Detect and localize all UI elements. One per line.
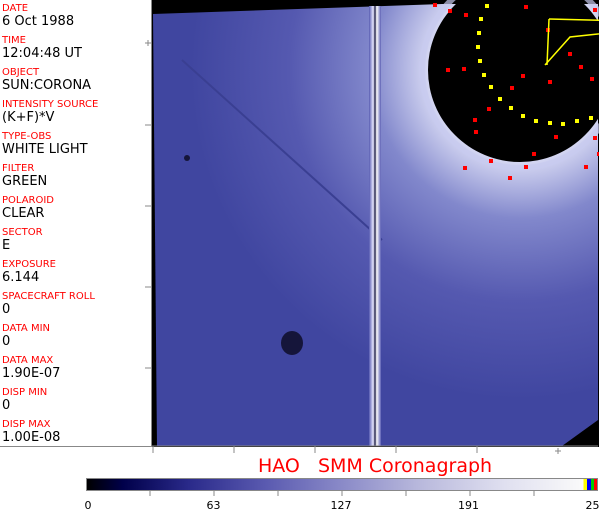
header-info-panel: DATE 6 Oct 1988 TIME 12:04:48 UT OBJECT SUN:C… [0,0,152,447]
field-object: OBJECT SUN:CORONA [2,67,91,94]
field-label: DATA MIN [2,323,50,334]
red-marker [521,74,525,78]
red-marker [474,130,478,134]
red-marker [508,176,512,180]
field-value: 0 [2,302,11,317]
field-label: DATE [2,3,29,14]
field-spacecraft-roll: SPACECRAFT ROLL 0 [2,291,95,318]
field-date: DATE 6 Oct 1988 [2,3,74,30]
field-label: DATA MAX [2,355,54,366]
red-marker [462,67,466,71]
field-intensity-source: INTENSITY SOURCE (K+F)*V [2,99,98,126]
field-value: 12:04:48 UT [2,46,82,61]
red-marker [433,3,437,7]
red-marker [568,52,572,56]
field-type-obs: TYPE-OBS WHITE LIGHT [2,131,88,158]
red-marker [584,165,588,169]
red-marker [473,118,477,122]
field-data-min: DATA MIN 0 [2,323,50,350]
red-marker [593,136,597,140]
field-value: WHITE LIGHT [2,142,88,157]
diagonal-streak [181,59,383,241]
yellow-marker [477,31,481,35]
yellow-marker [479,17,483,21]
red-marker [554,135,558,139]
field-label: INTENSITY SOURCE [2,99,99,110]
field-label: POLAROID [2,195,55,206]
red-marker [524,165,528,169]
colorbar-tick-label: 63 [206,499,221,512]
field-value: 1.90E-07 [2,366,61,381]
field-value: GREEN [2,174,48,189]
overlay-markers [433,3,599,180]
red-marker [463,166,467,170]
red-marker [597,152,599,156]
field-value: 0 [2,398,11,413]
yellow-marker [476,45,480,49]
yellow-marker [485,4,489,8]
yellow-marker [521,114,525,118]
red-marker [524,5,528,9]
field-label: OBJECT [2,67,40,78]
field-value: 0 [2,334,11,349]
red-marker [489,159,493,163]
field-filter: FILTER GREEN [2,163,47,190]
red-marker [448,9,452,13]
yellow-marker [575,119,579,123]
field-value: (K+F)*V [2,110,55,125]
field-disp-min: DISP MIN 0 [2,387,47,414]
field-polaroid: POLAROID CLEAR [2,195,54,222]
red-marker [590,77,594,81]
field-label: FILTER [2,163,35,174]
field-label: EXPOSURE [2,259,57,270]
red-marker [593,8,597,12]
field-time: TIME 12:04:48 UT [2,35,82,62]
yellow-marker [534,119,538,123]
field-label: TIME [2,35,27,46]
field-label: DISP MIN [2,387,48,398]
field-data-max: DATA MAX 1.90E-07 [2,355,60,382]
field-value: 6.144 [2,270,40,285]
dark-spot [281,331,303,355]
field-value: E [2,238,11,253]
field-exposure: EXPOSURE 6.144 [2,259,56,286]
field-value: 6 Oct 1988 [2,14,75,29]
colorbar-tick-label: 191 [458,499,479,512]
yellow-marker [509,106,513,110]
yellow-marker [589,116,593,120]
field-label: SECTOR [2,227,43,238]
red-marker [532,152,536,156]
occulting-disk [428,0,599,162]
yellow-marker [489,85,493,89]
pylon-streak [369,6,381,446]
field-value: CLEAR [2,206,45,221]
yellow-marker [498,97,502,101]
field-label: DISP MAX [2,419,51,430]
field-value: 1.00E-08 [2,430,61,445]
yellow-marker [482,73,486,77]
colorbar-tick-label: 127 [330,499,352,512]
red-marker [579,65,583,69]
field-disp-max: DISP MAX 1.00E-08 [2,419,60,446]
coronagraph-image [152,0,599,447]
field-sector: SECTOR E [2,227,43,254]
red-marker [548,80,552,84]
yellow-marker [478,59,482,63]
colorbar-tick-label: 0 [84,499,92,512]
field-label: SPACECRAFT ROLL [2,291,95,302]
field-label: TYPE-OBS [2,131,52,142]
red-marker [464,13,468,17]
yellow-marker [548,121,552,125]
field-value: SUN:CORONA [2,78,92,93]
red-marker [446,68,450,72]
red-marker [487,107,491,111]
yellow-outline [544,18,599,66]
colorbar-tick-label: 255 [585,499,600,512]
plot-title: HAO SMM Coronagraph [257,455,493,477]
yellow-marker [561,122,565,126]
colorbar [86,478,598,491]
red-marker [510,86,514,90]
